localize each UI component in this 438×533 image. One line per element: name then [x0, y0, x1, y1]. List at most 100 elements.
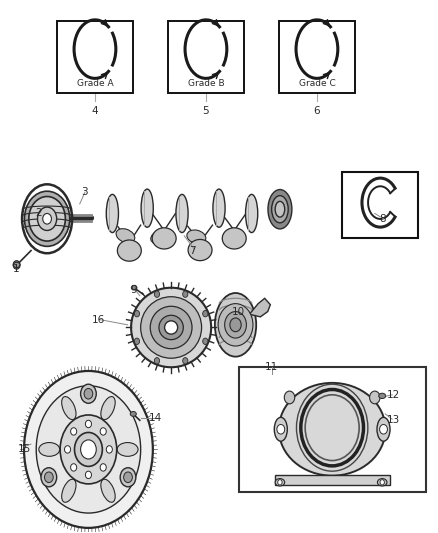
Bar — [275, 475, 390, 485]
Ellipse shape — [143, 300, 199, 356]
Circle shape — [81, 384, 96, 403]
Ellipse shape — [222, 228, 246, 249]
Circle shape — [29, 197, 65, 241]
Ellipse shape — [62, 479, 76, 502]
Text: Grade A: Grade A — [77, 79, 113, 88]
Circle shape — [278, 480, 282, 485]
Text: 11: 11 — [265, 362, 278, 372]
Circle shape — [24, 371, 153, 528]
Circle shape — [25, 191, 70, 246]
Ellipse shape — [272, 196, 288, 223]
Ellipse shape — [176, 195, 188, 232]
Circle shape — [106, 446, 113, 453]
Ellipse shape — [213, 189, 225, 227]
Text: 5: 5 — [203, 106, 209, 116]
Ellipse shape — [159, 316, 184, 340]
Text: 16: 16 — [92, 314, 105, 325]
Ellipse shape — [130, 411, 136, 416]
Text: 2: 2 — [35, 208, 42, 219]
Ellipse shape — [117, 442, 138, 456]
Polygon shape — [250, 298, 270, 317]
Circle shape — [71, 464, 77, 471]
Circle shape — [85, 471, 92, 479]
Ellipse shape — [187, 230, 206, 244]
Circle shape — [124, 472, 132, 482]
Ellipse shape — [151, 230, 170, 244]
Circle shape — [36, 386, 141, 513]
Circle shape — [380, 480, 385, 485]
Ellipse shape — [268, 190, 292, 229]
Circle shape — [183, 291, 188, 297]
Circle shape — [154, 291, 159, 297]
Circle shape — [225, 312, 247, 338]
Ellipse shape — [274, 417, 287, 441]
Ellipse shape — [246, 195, 258, 232]
Ellipse shape — [117, 240, 141, 261]
Ellipse shape — [377, 417, 390, 441]
Circle shape — [218, 304, 253, 346]
Ellipse shape — [106, 195, 118, 232]
Bar — [239, 367, 426, 492]
Circle shape — [120, 468, 136, 487]
Ellipse shape — [279, 383, 385, 475]
Bar — [168, 21, 244, 93]
Ellipse shape — [131, 285, 137, 290]
Bar — [342, 172, 418, 238]
Circle shape — [85, 420, 92, 427]
Circle shape — [60, 415, 117, 484]
Circle shape — [134, 311, 140, 317]
Text: 7: 7 — [190, 246, 196, 256]
Text: 14: 14 — [149, 413, 162, 423]
Ellipse shape — [13, 262, 20, 268]
Circle shape — [183, 358, 188, 364]
Ellipse shape — [275, 479, 285, 486]
Ellipse shape — [275, 201, 285, 217]
Text: Grade C: Grade C — [299, 79, 336, 88]
Circle shape — [100, 464, 106, 471]
Circle shape — [84, 389, 93, 399]
Ellipse shape — [131, 288, 211, 367]
Ellipse shape — [150, 306, 192, 349]
Ellipse shape — [39, 442, 60, 456]
Bar — [57, 21, 133, 93]
Text: 15: 15 — [18, 445, 31, 455]
Ellipse shape — [152, 228, 176, 249]
Text: 10: 10 — [232, 306, 245, 317]
Circle shape — [45, 472, 53, 482]
Circle shape — [284, 391, 295, 404]
Circle shape — [370, 391, 380, 404]
Text: 12: 12 — [386, 390, 400, 400]
Circle shape — [134, 338, 140, 344]
Circle shape — [41, 468, 57, 487]
Ellipse shape — [378, 479, 387, 486]
Circle shape — [38, 207, 57, 230]
Text: 13: 13 — [386, 415, 400, 425]
Circle shape — [71, 427, 77, 435]
Text: 4: 4 — [92, 106, 98, 116]
Text: 8: 8 — [379, 214, 385, 224]
Text: 3: 3 — [81, 187, 88, 197]
Circle shape — [277, 424, 285, 434]
Circle shape — [13, 261, 20, 269]
Ellipse shape — [165, 321, 178, 334]
Circle shape — [74, 432, 102, 466]
Circle shape — [154, 358, 159, 364]
Text: 6: 6 — [314, 106, 320, 116]
Circle shape — [100, 427, 106, 435]
Circle shape — [81, 440, 96, 459]
Circle shape — [203, 311, 208, 317]
Circle shape — [64, 446, 71, 453]
Ellipse shape — [101, 479, 115, 502]
Ellipse shape — [379, 393, 386, 399]
Ellipse shape — [141, 297, 201, 358]
Text: 1: 1 — [13, 264, 20, 274]
Ellipse shape — [62, 397, 76, 419]
Ellipse shape — [116, 229, 135, 243]
Circle shape — [43, 214, 51, 224]
Ellipse shape — [101, 397, 115, 419]
Ellipse shape — [223, 230, 241, 244]
Ellipse shape — [188, 239, 212, 261]
Ellipse shape — [215, 293, 256, 357]
Text: 9: 9 — [131, 285, 138, 295]
Circle shape — [203, 338, 208, 344]
